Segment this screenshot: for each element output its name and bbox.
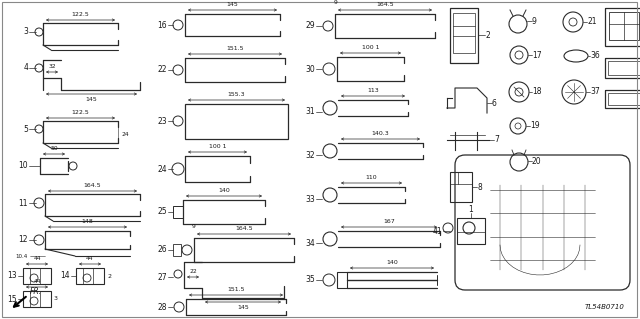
Text: 2: 2: [107, 273, 111, 278]
Text: 24: 24: [122, 132, 130, 137]
Text: 17: 17: [532, 50, 541, 60]
Text: 155.3: 155.3: [228, 92, 245, 97]
Text: 10.4: 10.4: [16, 254, 28, 258]
Text: 19: 19: [530, 122, 540, 130]
Bar: [337, 272, 347, 288]
Text: 18: 18: [532, 87, 541, 97]
Text: 35: 35: [305, 276, 315, 285]
Text: 122.5: 122.5: [72, 12, 90, 17]
Text: 140.3: 140.3: [372, 131, 389, 136]
Text: 25: 25: [157, 207, 167, 217]
Text: 113: 113: [367, 88, 379, 93]
Text: 164.5: 164.5: [376, 2, 394, 7]
Text: 44: 44: [33, 279, 41, 284]
Text: 24: 24: [157, 165, 167, 174]
Text: 100 1: 100 1: [362, 45, 380, 50]
Text: 9: 9: [192, 225, 196, 229]
Text: 145: 145: [237, 305, 249, 310]
Text: 37: 37: [590, 87, 600, 97]
Bar: [23, 268, 51, 284]
Text: 9: 9: [333, 1, 337, 5]
Text: 16: 16: [157, 20, 167, 29]
Bar: [453, 13, 475, 53]
Text: 100 1: 100 1: [209, 144, 227, 149]
Text: 12: 12: [19, 235, 28, 244]
Text: 151.5: 151.5: [227, 287, 244, 292]
Bar: [608, 61, 640, 75]
Text: 27: 27: [157, 272, 167, 281]
Text: 148: 148: [82, 219, 93, 224]
Bar: [185, 104, 288, 139]
Bar: [605, 8, 640, 46]
Bar: [608, 93, 640, 105]
Text: 1: 1: [468, 205, 474, 214]
Text: 20: 20: [532, 157, 541, 166]
Text: 7: 7: [494, 136, 499, 145]
Text: 41: 41: [433, 226, 442, 235]
Text: 145: 145: [86, 97, 97, 102]
Bar: [605, 58, 640, 78]
Text: 2: 2: [485, 31, 490, 40]
Text: 28: 28: [157, 302, 167, 311]
Text: 22: 22: [157, 65, 167, 75]
Text: 9: 9: [532, 17, 537, 26]
Text: FR.: FR.: [30, 287, 42, 296]
Text: 3: 3: [23, 27, 28, 36]
Text: 167: 167: [383, 219, 395, 224]
Bar: [605, 90, 640, 108]
Bar: [23, 291, 51, 307]
Text: 29: 29: [305, 21, 315, 31]
Text: 122.5: 122.5: [72, 110, 90, 115]
Text: 32: 32: [305, 151, 315, 160]
Text: 15: 15: [8, 294, 17, 303]
Text: 164.5: 164.5: [235, 226, 253, 231]
Text: 164.5: 164.5: [84, 183, 101, 188]
Text: 30: 30: [305, 64, 315, 73]
Text: 140: 140: [386, 260, 398, 265]
Bar: [609, 12, 639, 40]
Text: 23: 23: [157, 116, 167, 125]
Bar: [173, 244, 181, 256]
Text: 31: 31: [305, 108, 315, 116]
Text: 11: 11: [19, 198, 28, 207]
Text: 26: 26: [157, 246, 167, 255]
Text: 140: 140: [218, 188, 230, 193]
Text: 13: 13: [8, 271, 17, 280]
Bar: [76, 268, 104, 284]
Bar: [457, 218, 485, 244]
Bar: [450, 8, 478, 63]
Text: 22: 22: [189, 269, 197, 274]
Text: 32: 32: [48, 64, 56, 69]
Text: 6: 6: [492, 99, 497, 108]
Text: 44: 44: [33, 256, 41, 261]
Text: 44: 44: [86, 256, 93, 261]
Text: 110: 110: [365, 175, 378, 180]
Text: TL54B0710: TL54B0710: [585, 304, 625, 310]
Text: 50: 50: [50, 146, 58, 151]
Text: 34: 34: [305, 239, 315, 248]
Text: 14: 14: [60, 271, 70, 280]
Text: 36: 36: [590, 51, 600, 61]
Text: 8: 8: [477, 182, 482, 191]
Text: 3: 3: [54, 296, 58, 301]
Text: 145: 145: [227, 2, 238, 7]
Bar: [173, 206, 183, 218]
Text: 151.5: 151.5: [227, 46, 244, 51]
Text: 4: 4: [23, 63, 28, 72]
Text: 10: 10: [19, 161, 28, 170]
Text: 21: 21: [587, 18, 596, 26]
Text: 33: 33: [305, 195, 315, 204]
Bar: [450, 172, 472, 202]
Text: 5: 5: [23, 124, 28, 133]
